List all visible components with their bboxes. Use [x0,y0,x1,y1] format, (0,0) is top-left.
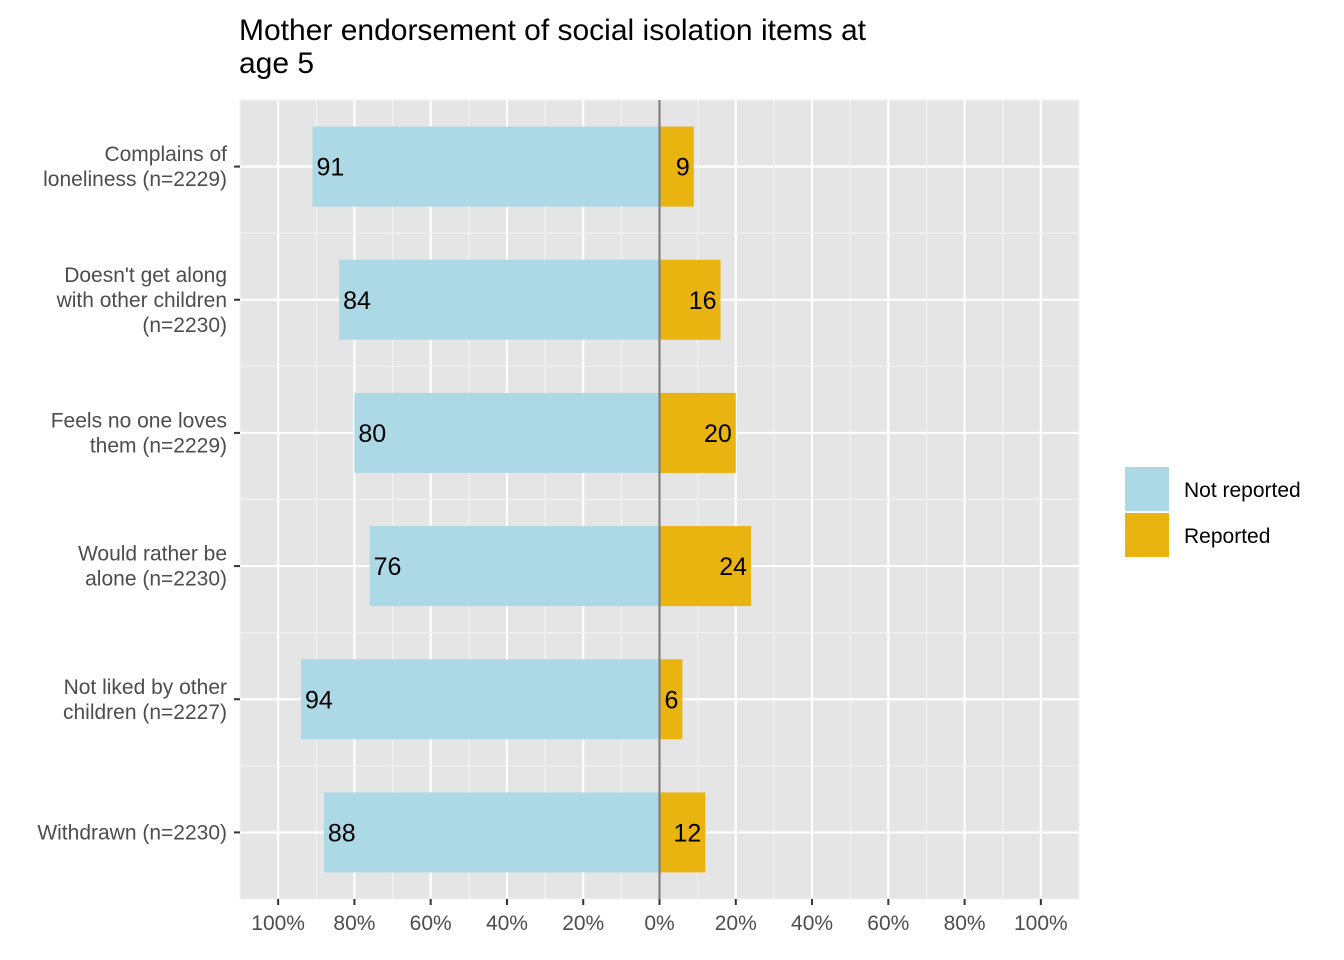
legend-label: Not reported [1184,479,1301,502]
legend: Not reported Reported [1123,465,1301,559]
x-tick-label: 0% [644,912,674,935]
chart-title-line: Mother endorsement of social isolation i… [239,14,867,47]
x-tick-label: 100% [1014,912,1068,935]
x-tick-label: 60% [867,912,909,935]
bar-reported [659,792,706,873]
category-label-line: Not liked by other [64,676,227,699]
legend-swatch [1123,511,1171,559]
category-label-line: children (n=2227) [63,701,227,724]
bar-label-not-reported: 91 [316,154,344,182]
category-label: Complains of loneliness (n=2229) [43,143,227,191]
category-label: Not liked by other children (n=2227) [63,676,227,724]
gridlines [239,99,1080,900]
bar-reported [659,259,721,340]
bar-value-labels: 91 9 84 16 80 20 76 24 94 6 88 12 [305,154,747,848]
category-label-line: loneliness (n=2229) [43,168,227,191]
bar-label-reported: 6 [664,686,678,714]
category-label-line: Doesn't get along [64,264,227,287]
x-tick-label: 60% [410,912,452,935]
bar-not-reported [369,526,660,607]
legend-swatch [1123,465,1171,513]
x-tick-label: 80% [333,912,375,935]
x-tick-label: 20% [562,912,604,935]
chart-title: Mother endorsement of social isolation i… [239,14,867,80]
bar-not-reported [301,659,660,740]
bar-label-reported: 16 [689,287,717,315]
bar-reported [659,526,752,607]
bar-not-reported [312,126,660,207]
x-tick-label: 20% [715,912,757,935]
bar-not-reported [339,259,660,340]
x-tick-label: 40% [791,912,833,935]
category-label: Would rather be alone (n=2230) [78,543,227,591]
bar-label-reported: 20 [704,420,732,448]
bar-label-reported: 24 [719,553,747,581]
category-label-line: Would rather be [78,543,227,566]
category-label-line: Withdrawn (n=2230) [37,821,227,844]
bars [301,126,752,873]
bar-label-not-reported: 76 [374,553,402,581]
x-tick-label: 80% [944,912,986,935]
bar-reported [659,126,694,207]
category-label-line: alone (n=2230) [85,568,227,591]
category-label-line: Complains of [104,143,227,166]
bar-reported [659,392,736,473]
category-label-line: (n=2230) [142,314,227,337]
bar-label-not-reported: 94 [305,686,333,714]
category-label: Doesn't get along with other children (n=2… [56,264,227,337]
category-label: Withdrawn (n=2230) [37,821,227,844]
x-tick-label: 40% [486,912,528,935]
bar-not-reported [323,792,660,873]
y-axis: Complains of loneliness (n=2229) Doesn't g… [37,143,240,844]
bar-label-reported: 9 [676,154,690,182]
bar-label-reported: 12 [673,819,701,847]
category-label-line: them (n=2229) [90,434,227,457]
legend-label: Reported [1184,525,1270,548]
bar-label-not-reported: 88 [328,819,356,847]
bar-label-not-reported: 80 [358,420,386,448]
category-label-line: with other children [56,289,227,312]
bar-label-not-reported: 84 [343,287,371,315]
category-label-line: Feels no one loves [51,409,227,432]
category-label: Feels no one loves them (n=2229) [51,409,227,457]
bar-not-reported [354,392,660,473]
chart-title-line: age 5 [239,47,314,80]
x-tick-label: 100% [251,912,305,935]
x-axis: 100% 80% 60% 40% 20% 0% 20% 40% 60% 80% 100% [251,899,1068,935]
bar-reported [659,659,683,740]
